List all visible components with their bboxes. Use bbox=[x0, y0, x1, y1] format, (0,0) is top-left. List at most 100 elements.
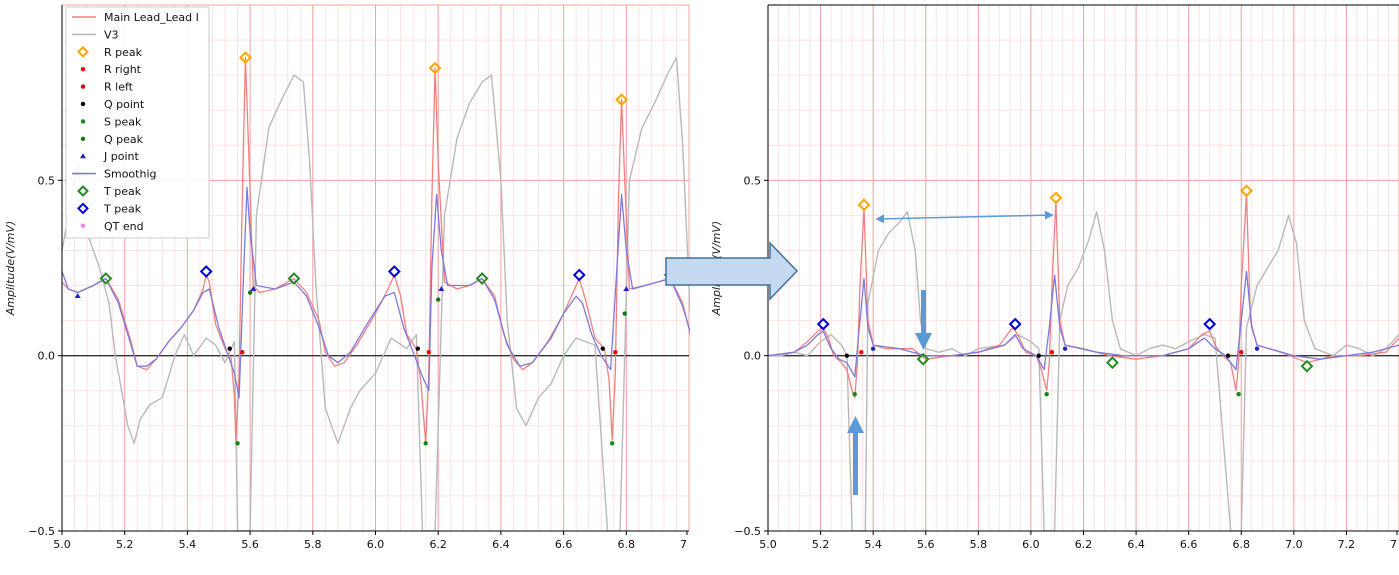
right-series-group bbox=[768, 193, 1399, 531]
marker-j-point-j-point bbox=[1062, 346, 1068, 351]
marker-q-peak-q-peak bbox=[436, 297, 441, 302]
marker-s-peak-s-peak bbox=[423, 441, 428, 446]
x-tick-label: 5.2 bbox=[116, 538, 134, 551]
legend-label: QT end bbox=[104, 220, 144, 233]
marker-j-point-j-point bbox=[1254, 346, 1260, 351]
marker-t-peak-t-peak-blue bbox=[387, 265, 401, 278]
left-y-axis-label: Amplitude(V/mV) bbox=[4, 221, 17, 316]
s-wave-up-arrow bbox=[847, 416, 864, 495]
y-tick-label: 0.5 bbox=[744, 174, 762, 187]
legend-label: Q point bbox=[104, 98, 145, 111]
right-grid bbox=[767, 4, 1399, 532]
legend-swatch bbox=[80, 119, 86, 124]
marker-q-point-q-point bbox=[844, 353, 850, 358]
legend-box bbox=[65, 6, 210, 239]
y-tick-label: 0.0 bbox=[38, 350, 56, 363]
x-tick-label: 6.6 bbox=[1180, 538, 1198, 551]
marker-q-point-q-point bbox=[415, 346, 421, 351]
x-tick-label: 5.6 bbox=[241, 538, 259, 551]
series-smoothig bbox=[62, 186, 690, 399]
marker-r-right-r-right bbox=[1239, 349, 1244, 355]
x-tick-label: 6.4 bbox=[1127, 538, 1145, 551]
legend-label: T peak bbox=[103, 202, 142, 215]
marker-r-right-r-right bbox=[1049, 349, 1055, 355]
marker-s-peak-s-peak bbox=[1236, 392, 1241, 397]
x-tick-label: 6.0 bbox=[367, 538, 385, 551]
marker-t-peak-t-peak-blue bbox=[816, 317, 830, 331]
legend-swatch bbox=[80, 67, 86, 72]
legend: Main Lead_Lead I V3 R peak R right R left Q p… bbox=[65, 6, 210, 239]
left-axes: 5.0 5.2 5.4 5.6 5.8 6.0 6.2 6.4 6.6 6.8 7 −0.5 0.0 0.… bbox=[28, 5, 689, 551]
right-markers-group bbox=[816, 184, 1314, 397]
series-smoothig bbox=[768, 270, 1399, 378]
legend-swatch bbox=[77, 202, 89, 215]
legend-swatch bbox=[77, 45, 89, 58]
x-tick-label: 6.6 bbox=[555, 538, 573, 551]
marker-r-right-r-right bbox=[240, 349, 245, 355]
marker-s-peak-s-peak bbox=[852, 392, 857, 397]
transition-arrow-shape bbox=[665, 241, 799, 301]
marker-t-peak-t-peak-green bbox=[916, 352, 930, 366]
marker-q-point-q-point bbox=[1225, 353, 1231, 358]
marker-t-peak-t-peak-blue bbox=[1008, 317, 1022, 331]
x-tick-label: 7.2 bbox=[1338, 538, 1356, 551]
x-tick-label: 5.8 bbox=[970, 538, 988, 551]
legend-swatch bbox=[80, 153, 86, 159]
legend-label: S peak bbox=[104, 115, 142, 128]
x-tick-label: 5.2 bbox=[812, 538, 830, 551]
marker-s-peak-s-peak bbox=[1044, 392, 1049, 397]
legend-label: R peak bbox=[104, 46, 143, 59]
x-tick-label: 5.0 bbox=[53, 538, 71, 551]
x-tick-label: 5.4 bbox=[864, 538, 882, 551]
marker-j-point-j-point bbox=[623, 286, 630, 292]
marker-q-point-q-point bbox=[227, 346, 232, 351]
marker-r-peak-r-peak bbox=[238, 51, 252, 65]
y-tick-label: 0.0 bbox=[744, 350, 762, 363]
marker-j-point-j-point bbox=[438, 286, 445, 292]
legend-label: T peak bbox=[103, 185, 142, 198]
marker-r-peak-r-peak bbox=[1049, 191, 1063, 205]
marker-j-point-j-point bbox=[870, 346, 876, 351]
marker-r-peak-r-peak bbox=[615, 93, 629, 107]
legend-label: J point bbox=[103, 150, 139, 163]
right-axes: 5.0 5.2 5.4 5.6 5.8 6.0 6.2 6.4 6.6 6.8 7.0 7.2 7 −0.… bbox=[734, 4, 1399, 551]
legend-swatch bbox=[80, 84, 86, 89]
marker-r-peak-r-peak bbox=[803, 112, 813, 122]
legend-label: Main Lead_Lead I bbox=[104, 11, 199, 24]
marker-q-peak-q-peak bbox=[622, 311, 627, 316]
legend-label: V3 bbox=[104, 28, 119, 41]
marker-s-peak-s-peak bbox=[609, 441, 615, 446]
y-tick-label: 0.5 bbox=[38, 174, 56, 187]
x-tick-label: 6.4 bbox=[492, 538, 510, 551]
x-tick-label: 6.8 bbox=[618, 538, 636, 551]
x-tick-label: 5.0 bbox=[759, 538, 777, 551]
x-tick-label: 5.6 bbox=[917, 538, 935, 551]
marker-t-peak-t-peak-blue bbox=[1203, 317, 1217, 331]
legend-swatch bbox=[80, 136, 86, 141]
x-tick-label: 7.0 bbox=[1285, 538, 1303, 551]
marker-t-peak-t-peak-green bbox=[1106, 356, 1119, 370]
series-v3 bbox=[768, 211, 1399, 531]
x-tick-label: 6.8 bbox=[1233, 538, 1251, 551]
y-tick-label: −0.5 bbox=[734, 525, 761, 538]
marker-t-peak-t-peak-green bbox=[287, 272, 301, 285]
marker-t-peak-t-peak-green bbox=[99, 272, 113, 285]
x-tick-label: 6.0 bbox=[1022, 538, 1040, 551]
legend-label: R right bbox=[104, 63, 142, 76]
marker-t-peak-t-peak-blue bbox=[572, 268, 586, 282]
x-tick-label: 6.2 bbox=[429, 538, 447, 551]
x-tick-label: 5.8 bbox=[304, 538, 322, 551]
marker-j-point-j-point bbox=[250, 286, 257, 292]
marker-t-peak-t-peak-green bbox=[475, 272, 489, 285]
x-tick-label: 7 bbox=[1390, 538, 1397, 551]
marker-s-peak-s-peak bbox=[797, 441, 801, 445]
y-tick-label: −0.5 bbox=[28, 525, 55, 538]
marker-q-point-q-point bbox=[1036, 353, 1042, 358]
marker-t-peak-t-peak-green bbox=[1300, 359, 1314, 373]
legend-swatch bbox=[80, 223, 86, 228]
x-tick-label: 6.2 bbox=[1075, 538, 1093, 551]
rr-interval-arrow bbox=[875, 210, 1054, 224]
marker-r-peak-r-peak bbox=[428, 61, 442, 75]
legend-label: R left bbox=[104, 81, 134, 94]
right-plot-area bbox=[768, 184, 1399, 531]
